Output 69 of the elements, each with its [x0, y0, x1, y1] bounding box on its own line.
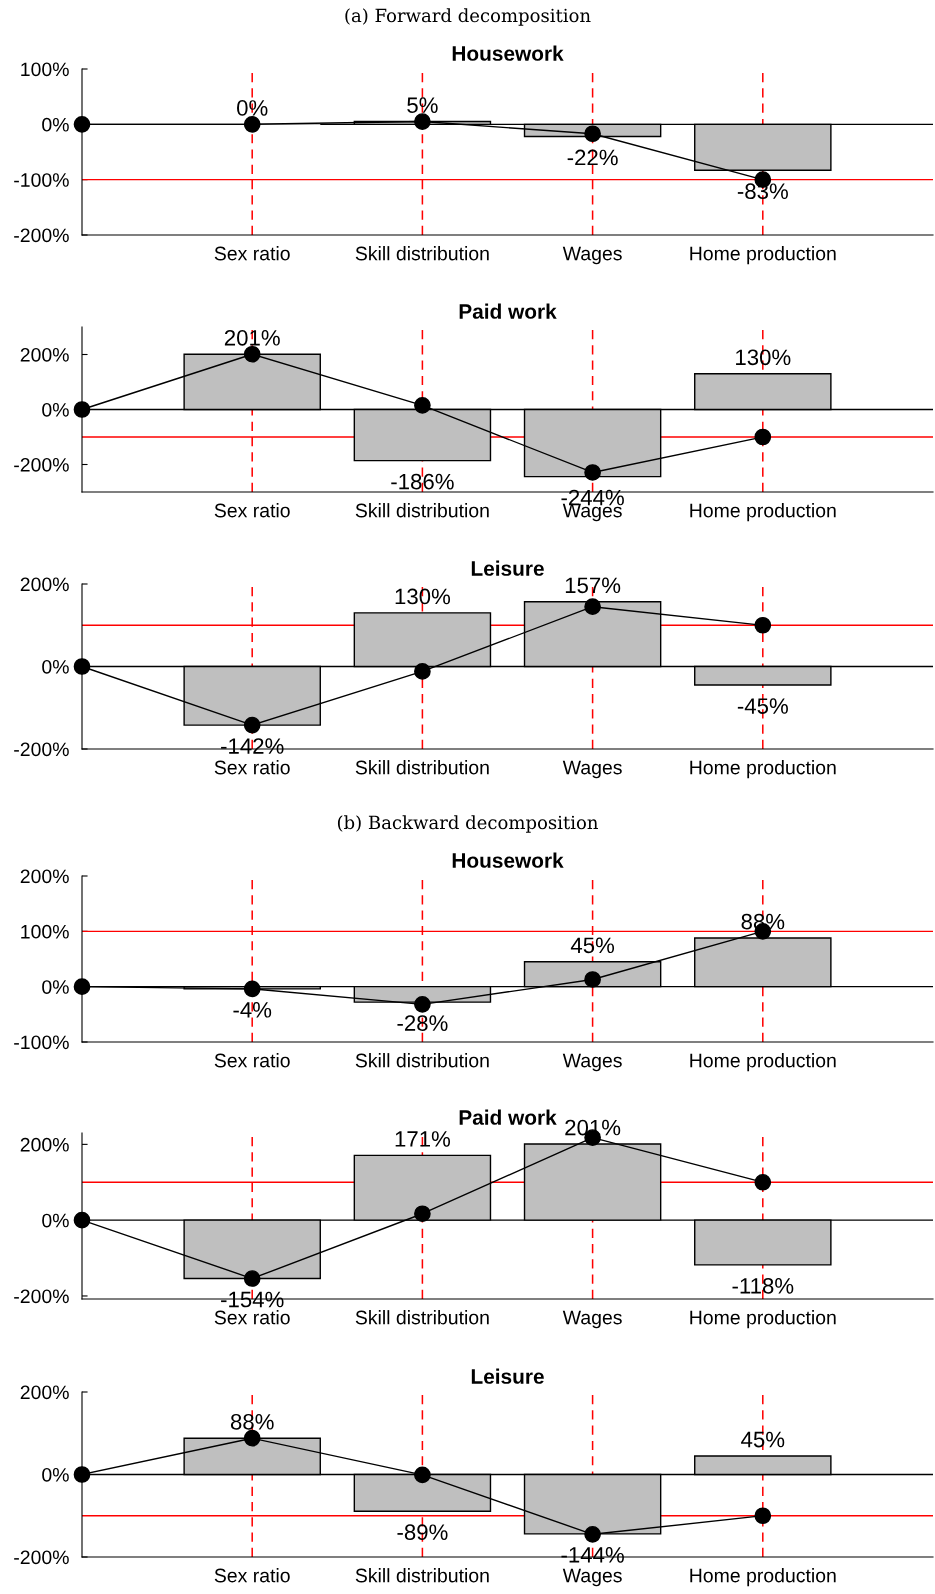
y-tick-label: -200%	[14, 742, 69, 757]
x-tick-label: Wages	[562, 1053, 622, 1072]
y-tick-label: 0%	[42, 117, 69, 132]
x-tick-label: Home production	[690, 503, 836, 522]
x-tick-label: Home production	[690, 1568, 836, 1587]
y-tick-label: -100%	[14, 1035, 69, 1050]
y-tick-label: 200%	[20, 1137, 69, 1152]
x-tick-label: Sex ratio	[214, 1568, 290, 1583]
data-label: -4%	[233, 1002, 272, 1018]
y-tick-label: -200%	[14, 1289, 69, 1304]
x-tick-label: Skill distribution	[355, 1568, 489, 1583]
y-tick-label: 0%	[42, 402, 69, 417]
x-tick-label: Sex ratio	[214, 503, 290, 518]
data-label: 88%	[230, 1413, 274, 1430]
x-tick-label: Skill distribution	[355, 1310, 489, 1325]
data-label: -118%	[732, 1277, 794, 1294]
x-tick-label: Sex ratio	[214, 760, 290, 775]
data-label: 130%	[395, 588, 451, 605]
x-tick-label: Sex ratio	[214, 246, 290, 261]
x-tick-label: Home production	[690, 760, 836, 779]
y-tick-label: 100%	[21, 924, 69, 939]
y-tick-label: 0%	[42, 659, 69, 674]
x-tick-label: Home production	[690, 246, 836, 265]
y-tick-label: 200%	[20, 1385, 69, 1400]
data-label: 171%	[395, 1131, 451, 1147]
y-tick-label: 200%	[20, 577, 69, 592]
y-tick-label: -200%	[14, 457, 69, 472]
chart-title: Housework	[452, 45, 564, 61]
y-tick-label: -200%	[14, 1550, 69, 1565]
chart-subtitle: (a) Forward decomposition	[345, 8, 591, 26]
data-label: -22%	[567, 149, 618, 166]
x-tick-label: Wages	[562, 246, 622, 265]
data-label: 201%	[224, 329, 280, 346]
chart-subtitle: (b) Backward decomposition	[337, 815, 598, 833]
x-tick-label: Sex ratio	[214, 1053, 290, 1068]
data-label: -28%	[397, 1015, 448, 1031]
chart-title: Paid work	[459, 1109, 557, 1125]
data-label: 130%	[736, 349, 791, 366]
x-tick-label: Wages	[562, 1310, 622, 1329]
data-label: 45%	[741, 1431, 785, 1448]
data-label: 157%	[565, 577, 621, 594]
x-tick-label: Skill distribution	[355, 246, 489, 261]
y-tick-label: 0%	[42, 1467, 69, 1482]
data-label: -142%	[221, 738, 284, 754]
y-tick-label: -200%	[14, 228, 69, 243]
chart-title: Leisure	[471, 560, 544, 576]
x-tick-label: Skill distribution	[355, 760, 489, 775]
y-tick-label: -100%	[14, 173, 69, 187]
y-tick-label: 0%	[42, 980, 69, 994]
data-label: -89%	[397, 1524, 448, 1541]
data-label: -154%	[221, 1291, 284, 1308]
x-tick-label: Skill distribution	[355, 1053, 489, 1068]
x-tick-label: Wages	[562, 1568, 622, 1587]
y-tick-label: 200%	[20, 869, 69, 884]
y-tick-label: 200%	[20, 347, 69, 362]
data-label: 5%	[407, 97, 438, 114]
y-tick-label: 100%	[21, 62, 69, 77]
chart-title: Leisure	[471, 1368, 544, 1384]
chart-title: Housework	[452, 852, 564, 868]
y-tick-label: 0%	[42, 1213, 69, 1228]
x-tick-label: Home production	[690, 1053, 836, 1072]
chart-title: Paid work	[459, 303, 557, 319]
data-label: -144%	[561, 1547, 624, 1563]
data-label: -186%	[391, 473, 454, 490]
x-tick-label: Skill distribution	[355, 503, 489, 518]
data-label: -45%	[737, 698, 788, 714]
x-tick-label: Wages	[562, 760, 622, 779]
x-tick-label: Home production	[690, 1310, 836, 1329]
x-tick-label: Sex ratio	[214, 1310, 290, 1325]
